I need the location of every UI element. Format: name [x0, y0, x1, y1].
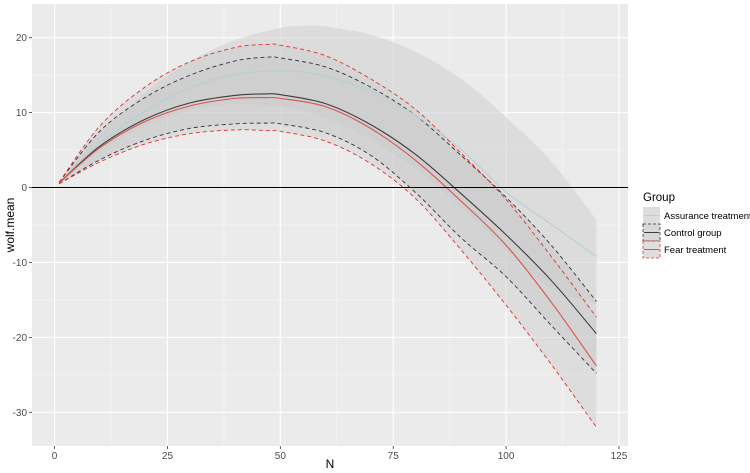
x-tick-label: 50	[275, 451, 287, 462]
y-tick-label: -20	[13, 333, 28, 344]
legend-label-control: Control group	[664, 228, 722, 239]
band-upper-edge-control	[58, 56, 597, 302]
series-line-control	[58, 93, 597, 334]
x-tick-label: 100	[498, 451, 515, 462]
y-tick-label: 0	[21, 183, 27, 194]
confidence-bands	[59, 25, 597, 428]
legend-item-assurance: Assurance treatment	[643, 207, 750, 224]
x-axis-title: N	[326, 457, 335, 471]
x-tick-label: 0	[52, 451, 58, 462]
legend: Group Assurance treatment Control group …	[642, 192, 750, 259]
y-axis-title: wolf.mean	[3, 198, 17, 254]
legend-item-fear: Fear treatment	[642, 240, 727, 259]
confidence-band-control	[59, 56, 597, 374]
confidence-band-edges	[58, 43, 597, 428]
legend-title: Group	[643, 192, 675, 204]
x-tick-label: 125	[611, 451, 628, 462]
legend-label-fear: Fear treatment	[664, 245, 727, 256]
band-lower-edge-fear	[58, 129, 597, 428]
series-line-fear	[58, 96, 597, 367]
legend-item-control: Control group	[642, 223, 722, 242]
legend-label-assurance: Assurance treatment	[664, 211, 750, 222]
x-tick-label: 75	[388, 451, 400, 462]
y-tick-label: 10	[16, 108, 28, 119]
confidence-band-fear	[59, 43, 597, 428]
band-lower-edge-control	[58, 122, 597, 374]
y-tick-label: 20	[16, 33, 28, 44]
series-line-assurance	[58, 70, 597, 257]
x-axis-ticks: 0 25 50 75 100 125	[52, 446, 628, 462]
series-lines	[58, 70, 597, 367]
band-upper-edge-fear	[58, 43, 597, 318]
y-tick-label: -30	[13, 408, 28, 419]
x-tick-label: 25	[162, 451, 174, 462]
y-axis-ticks: 20 10 0 -10 -20 -30	[13, 33, 32, 419]
y-tick-label: -10	[13, 258, 28, 269]
